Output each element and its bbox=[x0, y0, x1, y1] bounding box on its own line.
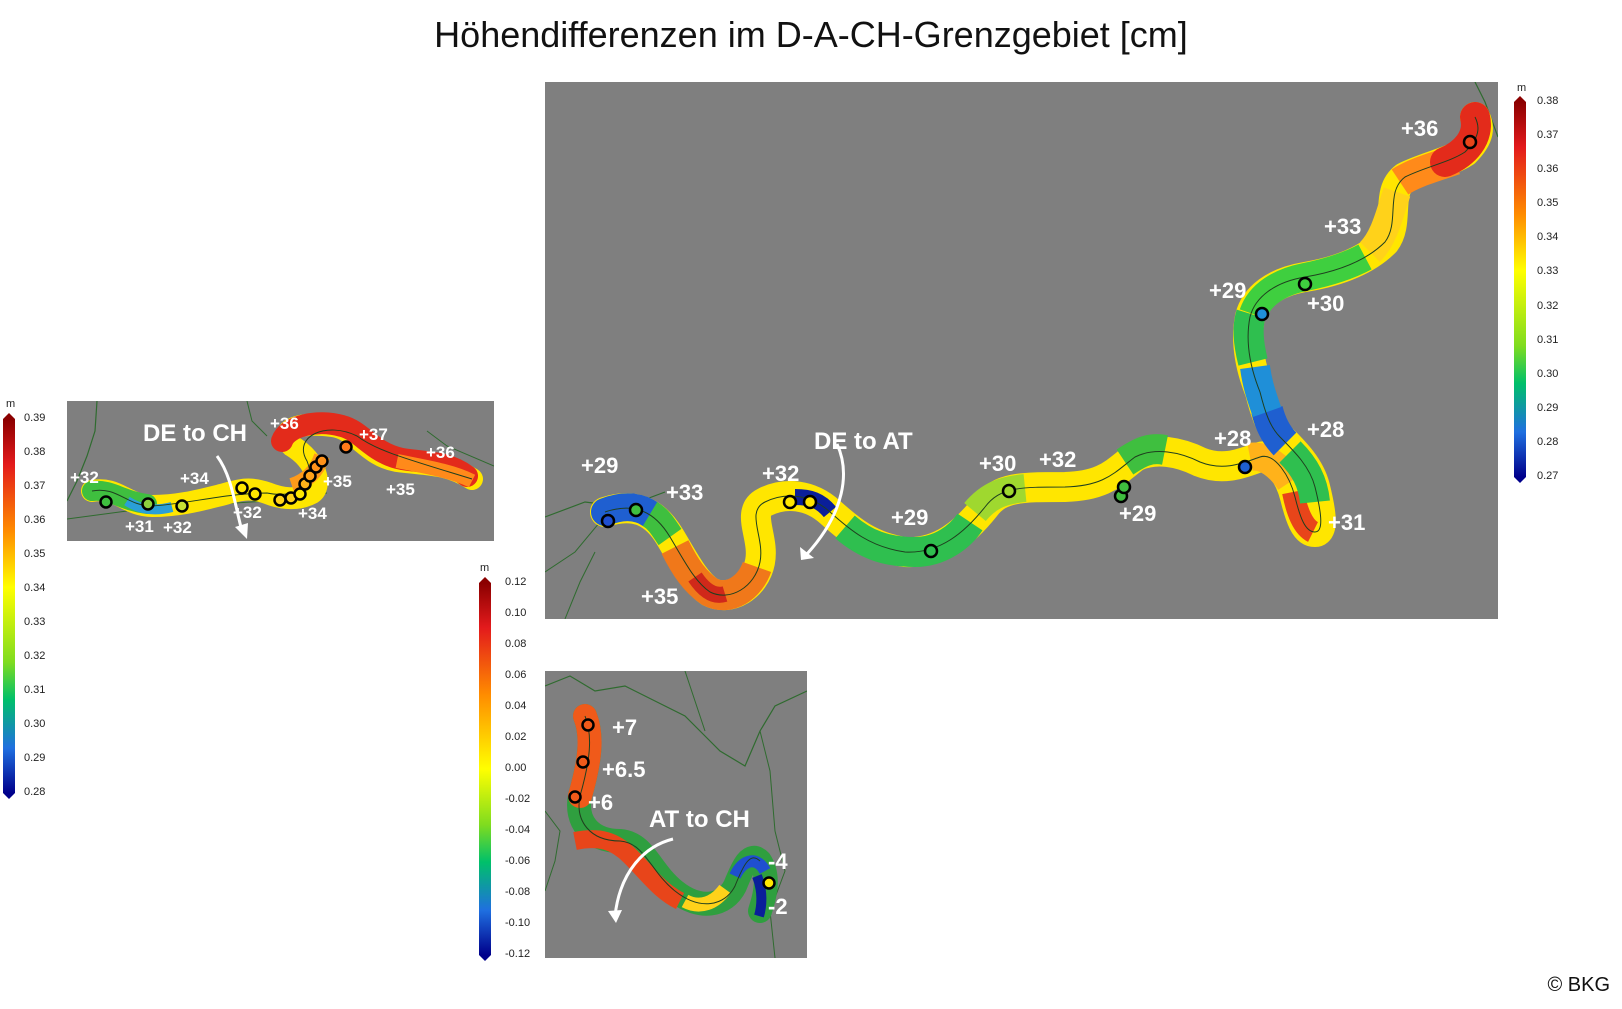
value-label: +36 bbox=[1401, 116, 1439, 141]
value-label: +6.5 bbox=[602, 757, 646, 782]
colorbar-tick-label: 0.38 bbox=[1537, 95, 1559, 107]
value-label: -2 bbox=[768, 894, 788, 919]
map-de-at-canvas bbox=[545, 82, 1498, 619]
value-label: +29 bbox=[891, 505, 929, 530]
colorbar-tick-label: 0.37 bbox=[24, 480, 46, 492]
colorbar-tick-label: 0.27 bbox=[1537, 470, 1559, 482]
value-label: +29 bbox=[1119, 501, 1157, 526]
value-label: +35 bbox=[641, 584, 679, 609]
arrow-label-de-at: DE to AT bbox=[814, 428, 913, 455]
colorbar-tick-label: 0.33 bbox=[1537, 265, 1559, 278]
colorbar-tick-label: 0.38 bbox=[24, 446, 46, 458]
colorbar-de-ch: m 0.39 0.38 0.37 0.36 0.35 0.34 0.33 0.32 0.31 0.… bbox=[0, 398, 60, 803]
colorbar-tick-label: 0.29 bbox=[24, 752, 46, 764]
map-at-ch: AT to CH +7 +6.5 +6 -4 -2 bbox=[545, 671, 807, 958]
value-label: +33 bbox=[666, 480, 704, 505]
figure-title: Höhendifferenzen im D-A-CH-Grenzgebiet [… bbox=[434, 14, 1188, 55]
value-label: +32 bbox=[163, 518, 192, 537]
colorbar-tick-label: 0.12 bbox=[505, 576, 527, 588]
colorbar-tick-label: 0.30 bbox=[24, 718, 46, 730]
value-label: +32 bbox=[762, 461, 800, 486]
value-label: +32 bbox=[1039, 447, 1077, 472]
value-label: +37 bbox=[359, 425, 388, 444]
value-label: +36 bbox=[270, 414, 299, 433]
value-label: -4 bbox=[768, 849, 788, 874]
arrow-label-at-ch: AT to CH bbox=[649, 806, 750, 833]
value-label: +6 bbox=[588, 790, 614, 815]
value-label: +28 bbox=[1214, 426, 1252, 451]
copyright-notice: © BKG bbox=[1547, 974, 1610, 996]
value-label: +32 bbox=[233, 503, 262, 522]
colorbar-tick-label: 0.29 bbox=[1537, 401, 1559, 414]
colorbar-tick-label: 0.06 bbox=[505, 669, 527, 681]
colorbar-tick-label: 0.04 bbox=[505, 700, 527, 712]
colorbar-de-at: m 0.38 0.37 0.36 0.35 0.34 0.33 0.32 0.31 0.30 0.… bbox=[1510, 82, 1580, 487]
colorbar-tick-label: 0.10 bbox=[505, 607, 527, 619]
colorbar-tick-label: 0.02 bbox=[505, 731, 527, 743]
colorbar-tick-label: 0.31 bbox=[24, 684, 46, 696]
value-label: +35 bbox=[323, 472, 352, 491]
value-label: +29 bbox=[581, 453, 619, 478]
colorbar-tick-label: 0.33 bbox=[24, 616, 46, 628]
value-label: +28 bbox=[1307, 417, 1345, 442]
value-label: +29 bbox=[1209, 278, 1247, 303]
colorbar-tick-label: 0.35 bbox=[24, 548, 46, 560]
colorbar-tick-label: -0.06 bbox=[505, 855, 531, 867]
colorbar-tick-label: 0.28 bbox=[1537, 435, 1559, 448]
colorbar-tick-label: 0.30 bbox=[1537, 367, 1559, 380]
value-label: +34 bbox=[180, 469, 209, 488]
colorbar-tick-label: 0.37 bbox=[1537, 129, 1559, 142]
value-label: +7 bbox=[612, 715, 638, 740]
colorbar-tick-label: 0.36 bbox=[24, 514, 46, 526]
colorbar-tick-label: -0.10 bbox=[505, 917, 531, 929]
colorbar-tick-label: 0.34 bbox=[1537, 231, 1559, 244]
colorbar-unit: m bbox=[480, 562, 490, 574]
arrow-label-de-ch: DE to CH bbox=[143, 420, 247, 447]
map-de-ch: DE to CH +32 +31 +32 +34 +32 +36 +37 +35… bbox=[67, 401, 494, 541]
colorbar-tick-label: 0.08 bbox=[505, 638, 527, 650]
map-at-ch-canvas bbox=[545, 671, 807, 958]
colorbar-tick-label: -0.04 bbox=[505, 824, 531, 836]
value-label: +34 bbox=[298, 504, 327, 523]
colorbar-tick-label: -0.08 bbox=[505, 886, 531, 898]
colorbar-tick-label: 0.36 bbox=[1537, 163, 1559, 176]
colorbar-tick-label: 0.31 bbox=[1537, 333, 1559, 346]
colorbar-tick-label: 0.35 bbox=[1537, 197, 1559, 210]
colorbar-tick-label: 0.34 bbox=[24, 582, 46, 594]
value-label: +35 bbox=[386, 480, 415, 499]
colorbar-tick-label: -0.02 bbox=[505, 793, 531, 805]
value-label: +33 bbox=[1324, 214, 1362, 239]
value-label: +32 bbox=[70, 468, 99, 487]
colorbar-at-ch: m 0.12 0.10 0.08 0.06 0.04 0.02 0.00 -0.02 -0.04… bbox=[475, 562, 540, 964]
colorbar-tick-label: 0.00 bbox=[505, 762, 527, 774]
value-label: +30 bbox=[1307, 291, 1345, 316]
value-label: +31 bbox=[1328, 510, 1366, 535]
colorbar-tick-label: -0.12 bbox=[505, 948, 531, 960]
map-de-ch-canvas bbox=[67, 401, 494, 539]
value-label: +36 bbox=[426, 443, 455, 462]
colorbar-tick-label: 0.32 bbox=[1537, 299, 1559, 312]
colorbar-tick-label: 0.28 bbox=[24, 786, 46, 798]
colorbar-tick-label: 0.32 bbox=[24, 650, 46, 662]
colorbar-unit: m bbox=[6, 398, 16, 410]
value-label: +30 bbox=[979, 451, 1017, 476]
colorbar-unit: m bbox=[1517, 82, 1527, 94]
value-label: +31 bbox=[125, 517, 154, 536]
colorbar-tick-label: 0.39 bbox=[24, 412, 46, 424]
map-de-at: DE to AT +29 +33 +35 +32 +29 +30 +32 +29… bbox=[545, 82, 1498, 619]
